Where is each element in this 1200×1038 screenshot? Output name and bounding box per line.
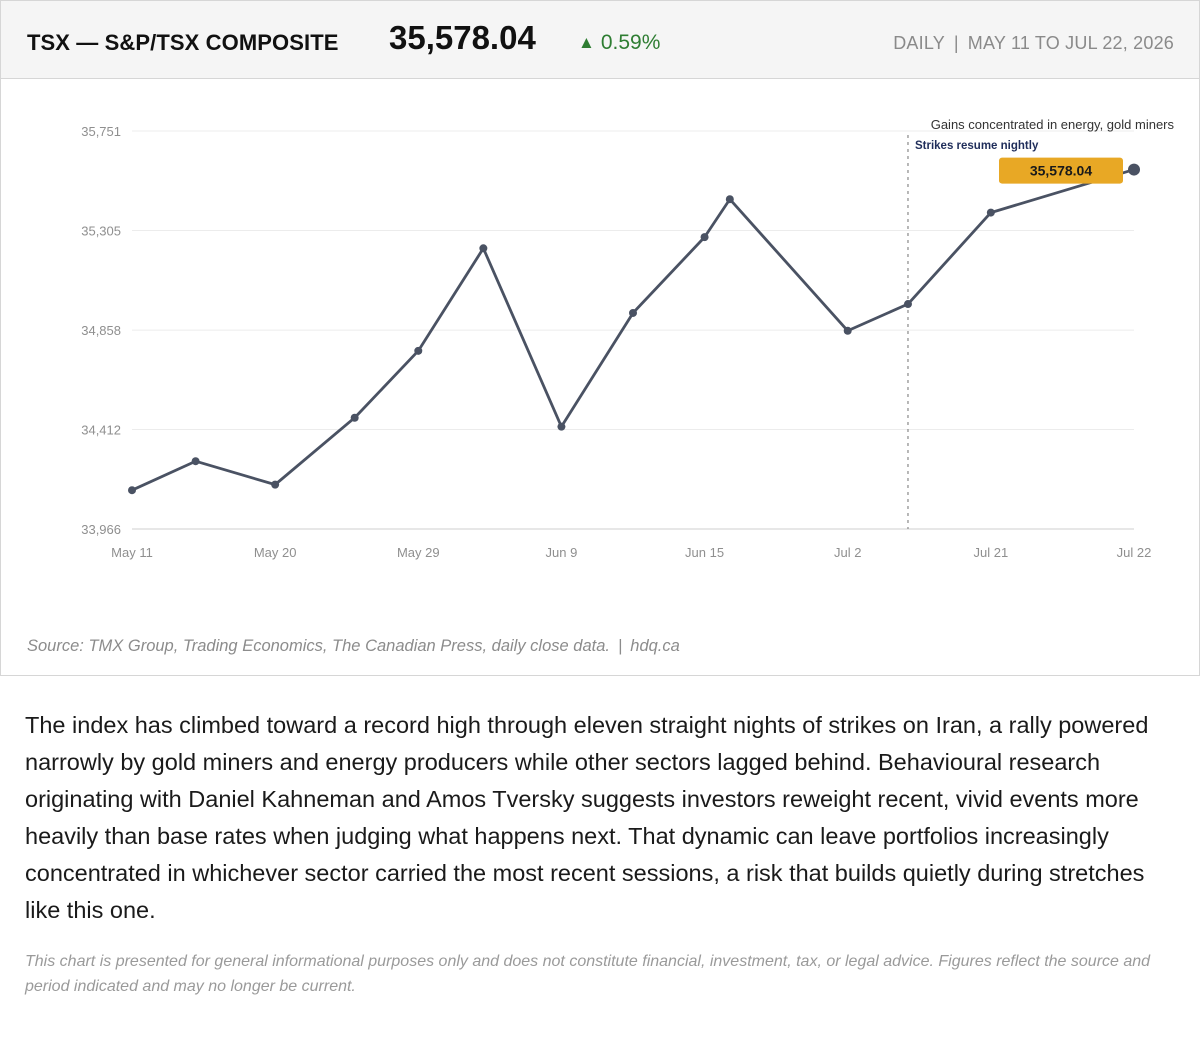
x-tick-label: Jul 22 bbox=[1117, 545, 1152, 560]
data-point bbox=[629, 308, 637, 317]
data-point bbox=[557, 422, 566, 431]
data-point bbox=[903, 300, 912, 309]
source-text: Source: TMX Group, Trading Economics, Th… bbox=[27, 637, 610, 655]
series-line bbox=[131, 168, 1135, 492]
index-title: TSX — S&P/TSX COMPOSITE bbox=[27, 30, 339, 55]
source-note: Source: TMX Group, Trading Economics, Th… bbox=[27, 637, 680, 656]
x-tick-label: May 20 bbox=[254, 545, 297, 560]
source-separator: | bbox=[617, 637, 623, 655]
change-percent: 0.59% bbox=[600, 31, 661, 54]
y-tick-label: 34,858 bbox=[81, 323, 121, 338]
data-point bbox=[986, 208, 995, 217]
article-paragraph: The index has climbed toward a record hi… bbox=[25, 712, 1149, 923]
up-arrow-icon: ▲ bbox=[578, 33, 595, 52]
annotation-label: Strikes resume nightly bbox=[915, 140, 1039, 152]
data-point bbox=[128, 486, 136, 495]
data-point bbox=[350, 413, 359, 422]
x-tick-label: Jun 9 bbox=[546, 545, 578, 560]
y-tick-label: 34,412 bbox=[81, 423, 121, 438]
frequency-label: DAILY bbox=[893, 33, 945, 53]
chart-card: TSX — S&P/TSX COMPOSITE 35,578.04 ▲ 0.59%… bbox=[0, 0, 1200, 676]
annotation-headline: Gains concentrated in energy, gold miner… bbox=[931, 117, 1175, 132]
data-point bbox=[191, 457, 200, 466]
period-separator: | bbox=[953, 33, 959, 53]
period-info: DAILY | MAY 11 TO JUL 22, 2026 bbox=[893, 33, 1174, 54]
data-point bbox=[271, 480, 280, 489]
data-point bbox=[479, 244, 488, 253]
data-point bbox=[725, 195, 734, 204]
x-tick-label: May 29 bbox=[397, 545, 440, 560]
date-range: MAY 11 TO JUL 22, 2026 bbox=[967, 33, 1174, 53]
y-tick-label: 35,751 bbox=[81, 124, 121, 139]
y-tick-label: 35,305 bbox=[81, 223, 121, 238]
data-point bbox=[843, 326, 852, 335]
disclaimer: This chart is presented for general info… bbox=[25, 953, 1151, 995]
y-tick-label: 33,966 bbox=[81, 522, 121, 537]
data-point bbox=[700, 233, 709, 242]
index-change: ▲ 0.59% bbox=[578, 31, 660, 55]
data-point bbox=[414, 346, 423, 355]
chart-svg: 35,751 35,305 34,858 34,412 33,966 May 11 May … bbox=[81, 117, 1175, 560]
last-value-badge bbox=[999, 157, 1123, 184]
last-value-label: 35,578.04 bbox=[1030, 163, 1092, 179]
x-tick-label: Jul 21 bbox=[974, 545, 1009, 560]
last-data-point bbox=[1128, 163, 1140, 176]
x-tick-label: May 11 bbox=[111, 545, 153, 560]
x-tick-label: Jul 2 bbox=[834, 545, 861, 560]
source-site: hdq.ca bbox=[630, 637, 680, 655]
x-tick-label: Jun 15 bbox=[685, 545, 724, 560]
line-chart: 35,751 35,305 34,858 34,412 33,966 May 11 May … bbox=[1, 79, 1199, 619]
index-price: 35,578.04 bbox=[389, 19, 536, 56]
chart-header: TSX — S&P/TSX COMPOSITE 35,578.04 ▲ 0.59%… bbox=[1, 1, 1199, 79]
